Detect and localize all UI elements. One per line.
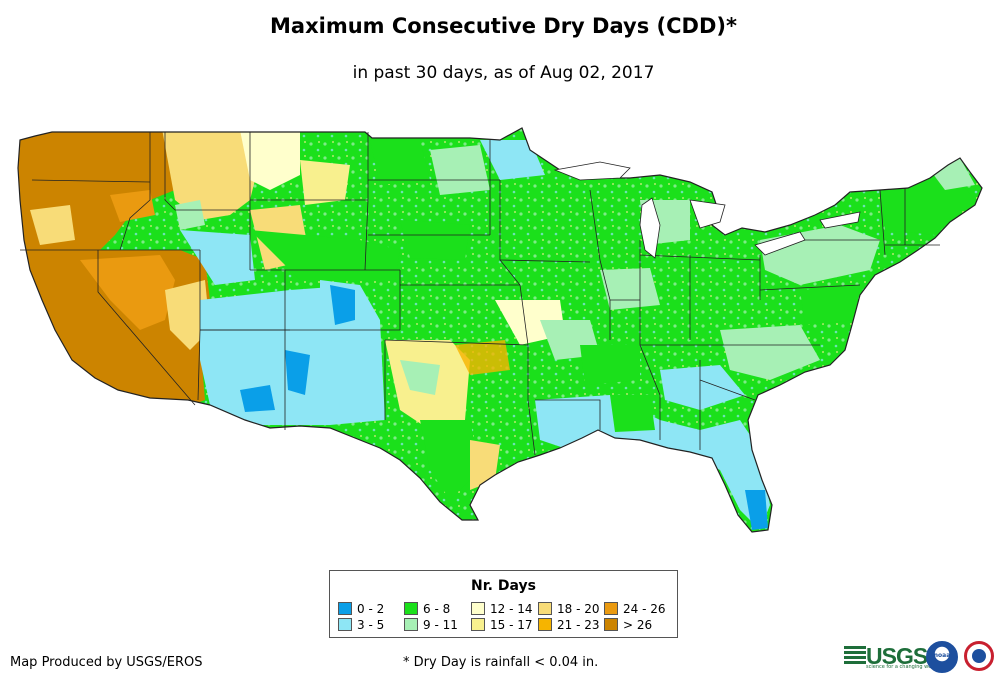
legend-swatch	[538, 618, 552, 631]
legend-swatch	[338, 618, 352, 631]
legend-label: 12 - 14	[490, 602, 533, 616]
legend-title: Nr. Days	[471, 578, 536, 594]
nws-logo-icon	[964, 641, 994, 671]
legend-swatch	[604, 618, 618, 631]
cdd-color-regions	[18, 128, 982, 532]
noaa-logo-text: noaa	[933, 652, 951, 659]
state-boundaries	[20, 132, 940, 456]
map-title: Maximum Consecutive Dry Days (CDD)*	[270, 14, 737, 38]
legend-label: 15 - 17	[490, 618, 533, 632]
legend-label: > 26	[623, 618, 653, 632]
legend-swatch	[404, 618, 418, 631]
usgs-tagline: science for a changing world	[866, 664, 938, 670]
legend-item: 9 - 11	[404, 618, 458, 632]
legend-item: 3 - 5	[338, 618, 384, 632]
usgs-logo-text: USGS	[866, 643, 928, 669]
legend-swatch	[471, 602, 485, 615]
legend-label: 9 - 11	[423, 618, 458, 632]
cdd-map	[17, 127, 983, 533]
legend-swatch	[404, 602, 418, 615]
usgs-wave-icon	[844, 646, 866, 666]
legend-swatch	[538, 602, 552, 615]
legend-item: 12 - 14	[471, 602, 533, 616]
legend: Nr. Days 0 - 2 3 - 5 6 - 8 9 - 11 12 - 1…	[329, 570, 678, 638]
dry-day-footnote: * Dry Day is rainfall < 0.04 in.	[403, 655, 599, 670]
legend-label: 18 - 20	[557, 602, 600, 616]
legend-item: 21 - 23	[538, 618, 600, 632]
legend-label: 6 - 8	[423, 602, 451, 616]
legend-swatch	[338, 602, 352, 615]
usgs-logo: USGS science for a changing world	[844, 642, 938, 670]
map-credit: Map Produced by USGS/EROS	[10, 655, 203, 670]
legend-item: 15 - 17	[471, 618, 533, 632]
legend-label: 3 - 5	[357, 618, 385, 632]
legend-item: 0 - 2	[338, 602, 384, 616]
legend-item: 24 - 26	[604, 602, 666, 616]
noaa-logo: noaa	[926, 641, 958, 673]
legend-item: > 26	[604, 618, 652, 632]
legend-swatch	[471, 618, 485, 631]
legend-label: 24 - 26	[623, 602, 666, 616]
legend-swatch	[604, 602, 618, 615]
legend-label: 21 - 23	[557, 618, 600, 632]
legend-item: 6 - 8	[404, 602, 450, 616]
legend-label: 0 - 2	[357, 602, 385, 616]
great-lakes	[553, 161, 861, 259]
nws-emblem	[972, 649, 986, 663]
map-subtitle: in past 30 days, as of Aug 02, 2017	[352, 63, 655, 83]
legend-item: 18 - 20	[538, 602, 600, 616]
